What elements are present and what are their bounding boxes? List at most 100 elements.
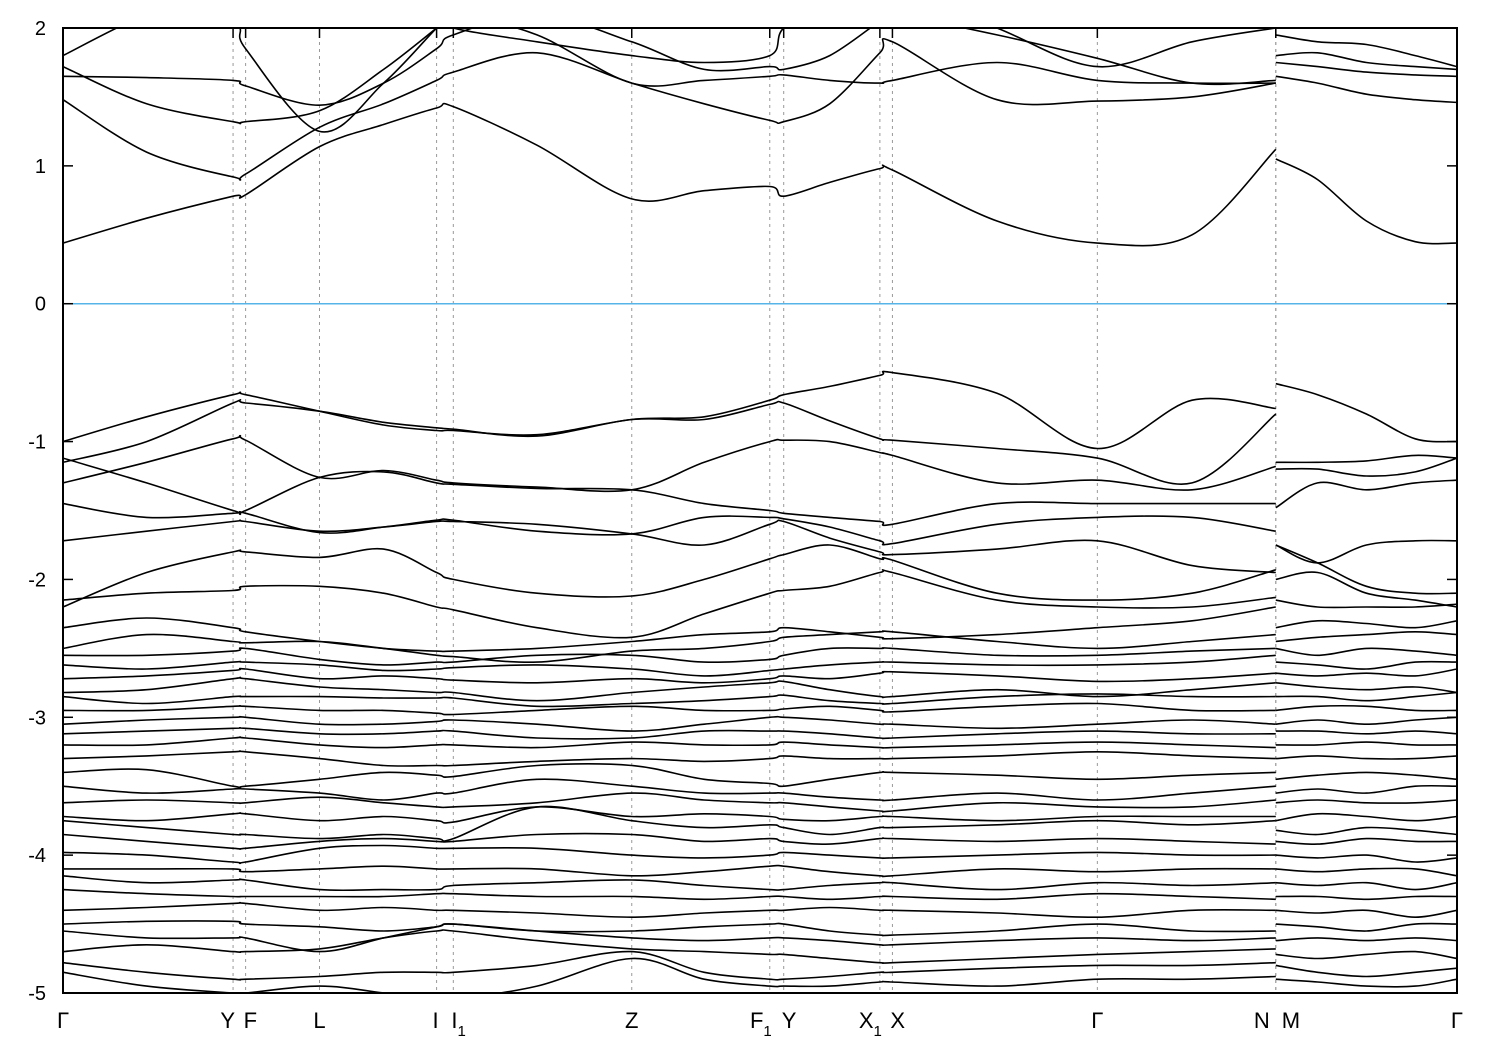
band-13-segment-1 (63, 544, 1277, 608)
y-tick-label: 0 (35, 294, 46, 316)
x-tick-label-subscript: 1 (874, 1023, 882, 1040)
band-34-segment-2 (1275, 867, 1457, 877)
band-24-segment-1 (63, 726, 1276, 740)
band-23-segment-2 (1275, 716, 1457, 726)
x-tick-label: Γ (57, 1008, 69, 1033)
band-34-segment-1 (63, 864, 1276, 878)
band-12-segment-2 (1275, 571, 1457, 608)
band-18-segment-2 (1275, 660, 1457, 670)
x-tick-label: I1 (451, 1008, 465, 1040)
band-18-segment-1 (63, 654, 1276, 677)
band-1-segment-2 (1275, 158, 1457, 245)
band-22-segment-2 (1275, 704, 1457, 712)
band-13-segment-2 (1275, 544, 1457, 595)
band-29-segment-2 (1275, 799, 1457, 804)
band-39-segment-1 (63, 923, 1276, 953)
band-38-segment-2 (1275, 922, 1457, 932)
band-27-segment-1 (63, 763, 1276, 789)
band-4-segment-2 (1275, 51, 1457, 71)
band-16-segment-2 (1275, 630, 1457, 643)
y-tick-label: -2 (28, 569, 46, 591)
band-25-segment-2 (1275, 741, 1457, 746)
y-axis: 2 1 0 -1 -2 -3 -4 -5 (28, 18, 1457, 1005)
band-42-segment-2 (1275, 978, 1457, 988)
x-tick-label: L (313, 1008, 325, 1033)
band-6-segment-1 (238, 28, 438, 133)
band-25-segment-1 (63, 736, 1276, 749)
band-33-segment-2 (1275, 854, 1457, 863)
band-35-segment-1 (63, 875, 1276, 892)
band-19-segment-1 (63, 667, 1276, 684)
band-16-segment-1 (63, 630, 1276, 664)
band-41-segment-2 (1275, 964, 1457, 978)
band-35-segment-2 (1275, 881, 1457, 891)
x-tick-label: X1 (859, 1008, 882, 1040)
band-3-segment-1 (63, 28, 1276, 107)
band-30-segment-1 (63, 806, 1276, 824)
band-12-segment-1 (63, 519, 1276, 574)
band-17-segment-2 (1275, 647, 1457, 657)
band-5-segment-2 (1275, 34, 1457, 68)
x-tick-label-subscript: 1 (457, 1023, 465, 1040)
x-tick-label: Y (782, 1008, 797, 1033)
band-29-segment-1 (63, 792, 1276, 813)
band-15-segment-2 (1275, 619, 1457, 629)
band-26-segment-2 (1275, 755, 1457, 760)
band-30-segment-2 (1275, 812, 1457, 822)
band-11-segment-1 (63, 502, 1276, 546)
band-15-segment-1 (63, 606, 1276, 653)
band-8-segment-2 (1275, 454, 1457, 464)
x-tick-label: Z (625, 1008, 638, 1033)
band-21-segment-2 (1275, 691, 1457, 702)
plot-frame (62, 27, 1458, 994)
band-9-segment-1 (63, 434, 1277, 493)
band-27-segment-2 (1275, 771, 1457, 781)
band-2-segment-1 (63, 38, 1276, 181)
y-tick-label: 2 (35, 18, 46, 40)
band-19-segment-2 (1275, 668, 1457, 677)
y-tick-label: -3 (28, 707, 46, 729)
band-2-segment-2 (1275, 75, 1457, 104)
band-24-segment-2 (1275, 730, 1457, 735)
band-36-segment-2 (1275, 895, 1457, 901)
band-36-segment-1 (63, 888, 1276, 901)
band-38-segment-1 (63, 920, 1276, 937)
band-40-segment-2 (1275, 950, 1457, 960)
band-31-segment-1 (63, 805, 1276, 842)
band-23-segment-1 (63, 715, 1276, 732)
band-21-segment-1 (63, 693, 1276, 708)
band-31-segment-2 (1275, 826, 1457, 836)
x-tick-label: M (1282, 1008, 1300, 1033)
bands (63, 28, 1457, 993)
x-axis: Γ Y F L I I1 Z F1 Y X1 X Γ N M Γ (57, 1008, 1463, 1040)
band-28-segment-1 (63, 778, 1276, 802)
y-tick-label: 1 (35, 156, 46, 178)
x-tick-label: N (1254, 1008, 1270, 1033)
band-26-segment-1 (63, 750, 1276, 767)
band-32-segment-1 (63, 832, 1276, 850)
band-28-segment-2 (1275, 784, 1457, 794)
band-4-segment-1 (63, 28, 1276, 125)
band-37-segment-2 (1275, 909, 1457, 919)
y-tick-label: -5 (28, 983, 46, 1005)
x-tick-label: F1 (750, 1008, 772, 1040)
high-symmetry-lines (232, 28, 1277, 993)
x-tick-label: Γ (1091, 1008, 1103, 1033)
band-14-segment-2 (1275, 599, 1457, 609)
band-20-segment-1 (63, 676, 1276, 702)
band-10-segment-2 (1275, 479, 1457, 509)
x-tick-label-subscript: 1 (763, 1023, 771, 1040)
band-40-segment-1 (63, 929, 1276, 965)
band-1-segment-1 (63, 102, 1277, 247)
band-10-segment-1 (63, 457, 1276, 527)
band-9-segment-2 (1275, 457, 1457, 477)
x-tick-label: F (244, 1008, 257, 1033)
band-39-segment-2 (1275, 937, 1457, 942)
y-tick-label: -1 (28, 432, 46, 454)
x-tick-label: X (890, 1008, 905, 1033)
band-11-segment-2 (1275, 539, 1457, 564)
band-5-segment-1 (63, 28, 1276, 68)
band-7-segment-1 (63, 370, 1276, 450)
y-tick-label: -4 (28, 845, 46, 867)
band-14-segment-1 (63, 569, 1276, 639)
